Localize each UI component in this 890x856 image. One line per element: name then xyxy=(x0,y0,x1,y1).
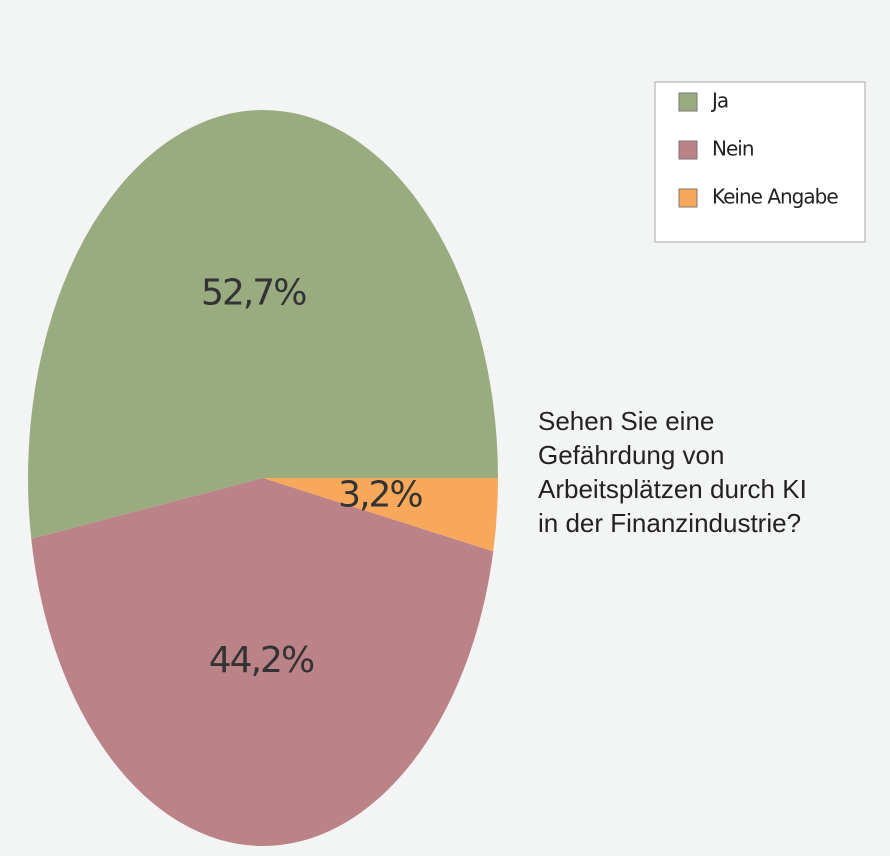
legend-label: Nein xyxy=(712,137,754,161)
legend-label: Ja xyxy=(710,89,728,113)
legend-swatch xyxy=(678,140,698,160)
legend-label: Keine Angabe xyxy=(712,185,838,209)
slice-label: 52,7% xyxy=(201,273,306,314)
legend-swatch xyxy=(678,92,698,112)
slice-label: 44,2% xyxy=(209,640,314,681)
pie-slice xyxy=(263,478,498,552)
pie-slice xyxy=(31,478,494,847)
legend-swatch xyxy=(678,188,698,208)
slice-label: 3,2% xyxy=(338,474,422,515)
pie-slice xyxy=(27,110,498,539)
chart-title: Sehen Sie eine Gefährdung von Arbeitsplä… xyxy=(538,406,807,538)
